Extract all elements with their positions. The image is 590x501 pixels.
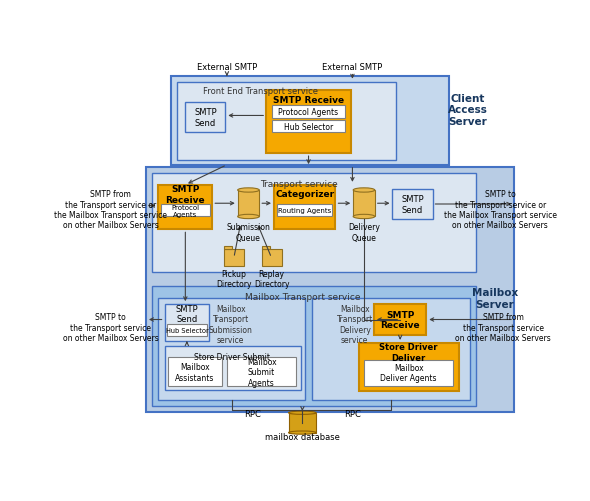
Text: Pickup
Directory: Pickup Directory xyxy=(216,269,251,289)
Bar xyxy=(273,121,345,133)
Ellipse shape xyxy=(289,411,316,414)
Text: Transport service: Transport service xyxy=(260,179,337,188)
Bar xyxy=(146,168,514,412)
Bar xyxy=(185,102,225,133)
Bar xyxy=(177,82,396,161)
Bar xyxy=(266,91,351,154)
Text: Mailbox
Submit
Agents: Mailbox Submit Agents xyxy=(247,357,276,387)
Bar xyxy=(364,360,453,387)
Bar xyxy=(274,185,336,230)
Text: Protocol Agents: Protocol Agents xyxy=(278,108,339,117)
Bar xyxy=(261,250,281,267)
Text: SMTP from
the Transport service or
the Mailbox Transport service
on other Mailbo: SMTP from the Transport service or the M… xyxy=(54,190,167,230)
Bar xyxy=(152,287,476,406)
Bar xyxy=(353,190,375,217)
Ellipse shape xyxy=(238,188,259,193)
Text: Protocol
Agents: Protocol Agents xyxy=(171,204,199,217)
Text: Front End Transport service: Front End Transport service xyxy=(202,87,317,96)
Text: External SMTP: External SMTP xyxy=(197,63,257,72)
Text: SMTP
Send: SMTP Send xyxy=(401,195,424,214)
Text: SMTP
Send: SMTP Send xyxy=(194,108,217,127)
Bar xyxy=(227,358,296,387)
Bar xyxy=(224,250,244,267)
Text: Mailbox
Server: Mailbox Server xyxy=(472,288,518,309)
Text: SMTP
Receive: SMTP Receive xyxy=(166,185,205,204)
Text: Mailbox
Transport
Submission
service: Mailbox Transport Submission service xyxy=(209,305,253,345)
Text: Routing Agents: Routing Agents xyxy=(278,208,332,214)
Ellipse shape xyxy=(353,188,375,193)
Bar xyxy=(238,190,259,217)
Bar xyxy=(172,77,448,165)
Bar xyxy=(392,189,432,220)
Text: Mailbox
Deliver Agents: Mailbox Deliver Agents xyxy=(381,363,437,383)
Bar xyxy=(289,413,316,433)
Text: Categorizer: Categorizer xyxy=(275,190,335,199)
Bar xyxy=(158,298,304,401)
Text: RPC: RPC xyxy=(244,409,261,418)
Bar xyxy=(224,247,232,250)
Text: Submission
Queue: Submission Queue xyxy=(227,223,270,242)
Text: Mailbox
Assistants: Mailbox Assistants xyxy=(175,362,214,382)
Text: Store Driver Submit: Store Driver Submit xyxy=(194,352,270,361)
Bar xyxy=(312,298,470,401)
Bar xyxy=(165,305,209,341)
Bar xyxy=(277,204,332,217)
Text: mailbox database: mailbox database xyxy=(265,432,340,441)
Text: SMTP Receive: SMTP Receive xyxy=(273,96,344,105)
Text: Store Driver
Deliver: Store Driver Deliver xyxy=(379,343,438,362)
Text: SMTP to
the Transport service or
the Mailbox Transport service
on other Mailbox : SMTP to the Transport service or the Mai… xyxy=(444,190,557,230)
Text: Hub Selector: Hub Selector xyxy=(166,327,208,333)
Text: SMTP
Send: SMTP Send xyxy=(176,304,198,323)
Text: SMTP from
the Transport service
on other Mailbox Servers: SMTP from the Transport service on other… xyxy=(455,313,551,342)
Bar xyxy=(158,185,212,230)
Bar xyxy=(165,346,301,391)
Text: Delivery
Queue: Delivery Queue xyxy=(348,223,380,242)
Text: Replay
Directory: Replay Directory xyxy=(254,269,289,289)
Text: Client
Access
Server: Client Access Server xyxy=(448,94,488,127)
Ellipse shape xyxy=(238,215,259,219)
Bar xyxy=(273,106,345,119)
Bar xyxy=(160,204,210,217)
Text: External SMTP: External SMTP xyxy=(322,63,382,72)
Text: Mailbox
Transport
Delivery
service: Mailbox Transport Delivery service xyxy=(337,305,373,345)
Text: SMTP to
the Transport service
on other Mailbox Servers: SMTP to the Transport service on other M… xyxy=(63,313,159,342)
Ellipse shape xyxy=(353,215,375,219)
Bar xyxy=(167,325,207,336)
Text: SMTP
Receive: SMTP Receive xyxy=(381,310,420,330)
Bar xyxy=(152,174,476,272)
Bar xyxy=(261,247,270,250)
Bar xyxy=(359,343,458,391)
Ellipse shape xyxy=(289,431,316,434)
Text: Mailbox Transport service: Mailbox Transport service xyxy=(245,292,360,301)
Bar xyxy=(168,358,221,387)
Text: Hub Selector: Hub Selector xyxy=(284,122,333,131)
Text: RPC: RPC xyxy=(344,409,361,418)
Bar xyxy=(374,305,427,335)
